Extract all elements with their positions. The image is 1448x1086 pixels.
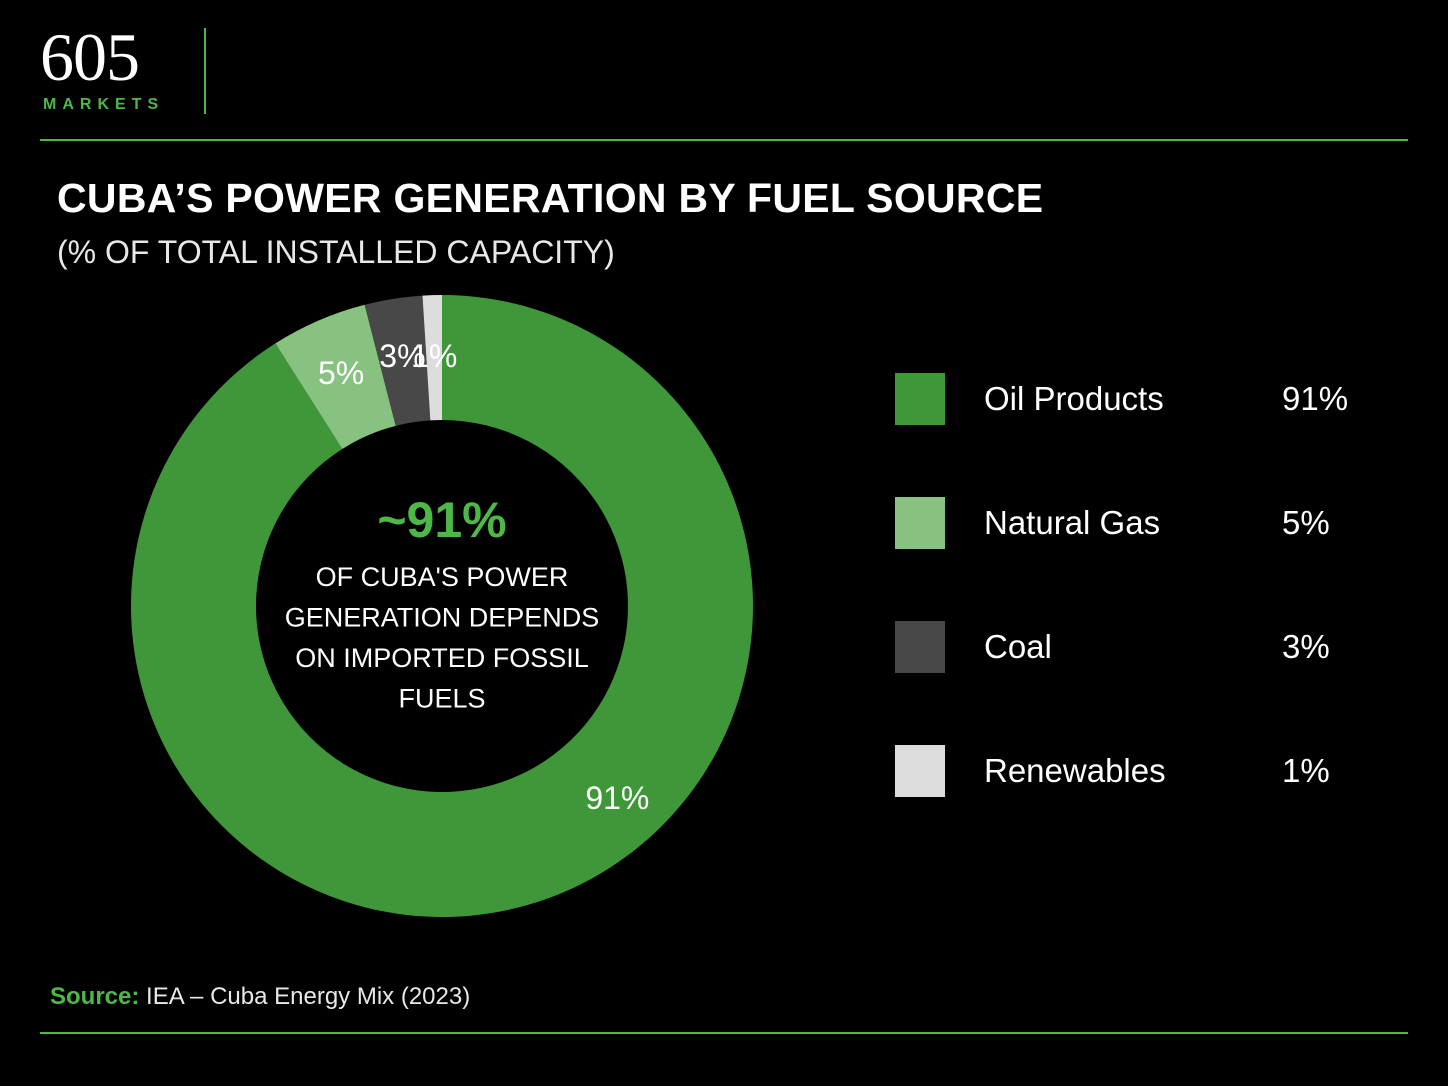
slice-label-oil-products: 91% [585, 780, 649, 816]
legend-label: Oil Products [984, 380, 1164, 417]
slice-natural-gas [275, 304, 396, 449]
source-label: Source: [50, 983, 140, 1010]
center-text-line: ON IMPORTED FOSSIL [295, 643, 589, 673]
legend-swatch [895, 621, 945, 673]
legend-item-coal: Coal 3% [895, 621, 1415, 673]
center-text-line: GENERATION DEPENDS [285, 603, 600, 633]
legend-item-renewables: Renewables 1% [895, 745, 1415, 797]
legend-item-oil-products: Oil Products 91% [895, 373, 1415, 425]
legend-swatch [895, 745, 945, 797]
logo-divider [204, 28, 206, 114]
slice-coal [364, 295, 431, 426]
source-text: IEA – Cuba Energy Mix (2023) [146, 983, 471, 1010]
legend-value: 1% [1282, 752, 1330, 789]
chart-title: CUBA’S POWER GENERATION BY FUEL SOURCE [57, 175, 1044, 221]
legend-value: 5% [1282, 504, 1330, 541]
legend-label: Coal [984, 628, 1052, 665]
brand-logo: 605 MARKETS [40, 22, 240, 122]
logo-number: 605 [40, 19, 140, 95]
slice-oil-products [130, 295, 754, 917]
legend-label: Natural Gas [984, 504, 1161, 541]
slice-label-renewables: 1% [411, 338, 457, 374]
legend-swatch [895, 373, 945, 425]
legend-swatch [895, 497, 945, 549]
legend-item-natural-gas: Natural Gas 5% [895, 497, 1415, 549]
header-rule [40, 139, 1408, 141]
slice-label-coal: 3% [379, 338, 425, 374]
footer-rule [40, 1032, 1408, 1034]
center-value: ~91% [377, 492, 506, 548]
source-note: Source: IEA – Cuba Energy Mix (2023) [50, 982, 470, 1012]
logo-word: MARKETS [43, 96, 165, 113]
legend-value: 3% [1282, 628, 1330, 665]
center-text-line: OF CUBA'S POWER [316, 562, 569, 592]
slice-label-natural-gas: 5% [318, 355, 364, 391]
slice-renewables [422, 295, 442, 421]
legend-label: Renewables [984, 752, 1166, 789]
center-text-line: FUELS [398, 684, 485, 714]
legend-value: 91% [1282, 380, 1349, 417]
chart-subtitle: (% OF TOTAL INSTALLED CAPACITY) [57, 234, 615, 270]
